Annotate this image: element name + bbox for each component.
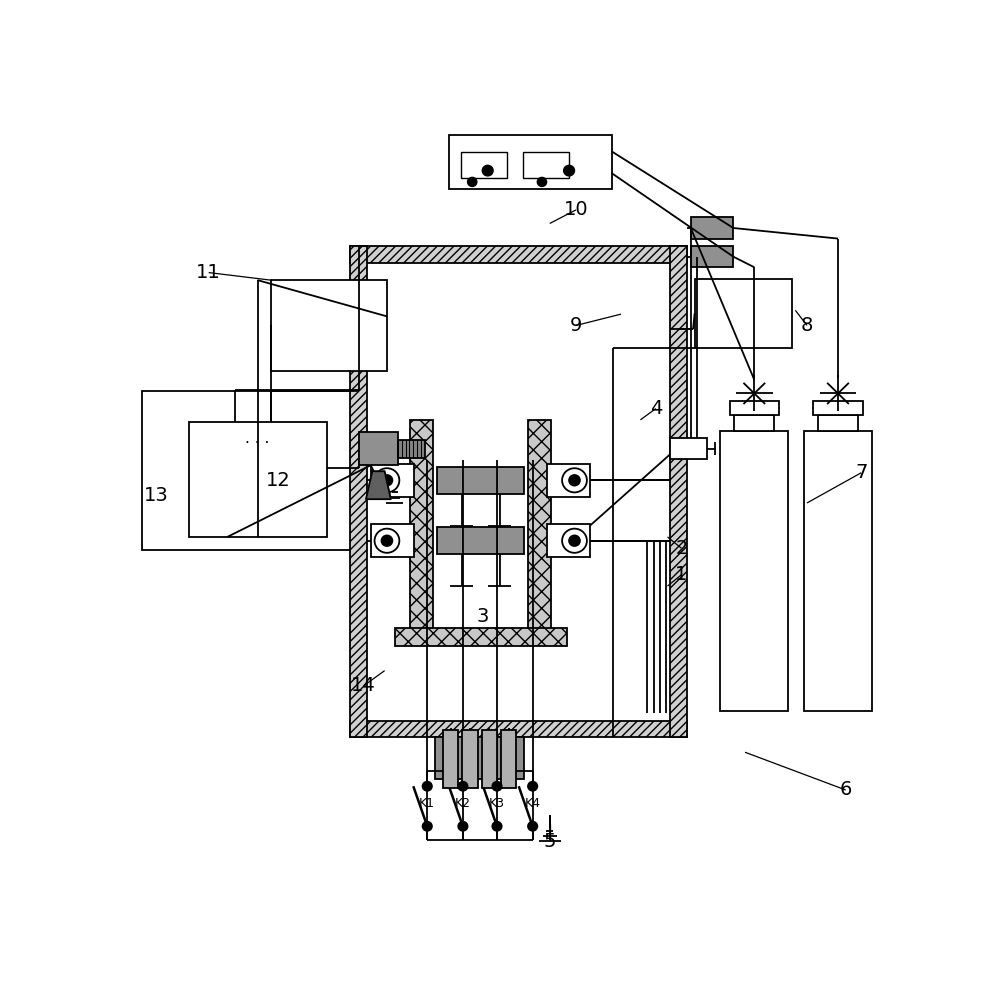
Circle shape — [569, 536, 580, 546]
Bar — [359, 432, 398, 465]
Text: 7: 7 — [855, 463, 867, 483]
Text: 1: 1 — [675, 565, 688, 585]
Circle shape — [492, 822, 502, 831]
Bar — [443, 730, 458, 788]
Bar — [547, 464, 590, 497]
Circle shape — [564, 166, 574, 176]
Bar — [720, 432, 788, 710]
Bar — [804, 432, 872, 710]
Text: K2: K2 — [455, 798, 471, 810]
Circle shape — [458, 782, 468, 791]
Text: K3: K3 — [489, 798, 505, 810]
Bar — [371, 464, 414, 497]
Bar — [462, 730, 478, 788]
Text: 8: 8 — [801, 316, 813, 335]
Text: 11: 11 — [196, 263, 221, 283]
Text: 10: 10 — [564, 200, 588, 220]
Text: 14: 14 — [351, 676, 376, 696]
Bar — [371, 524, 414, 557]
Bar — [410, 420, 433, 632]
Circle shape — [375, 529, 399, 553]
Bar — [691, 218, 733, 238]
Circle shape — [468, 178, 477, 186]
Text: 13: 13 — [144, 486, 168, 505]
Bar — [461, 152, 507, 179]
Circle shape — [482, 166, 493, 176]
Bar — [547, 524, 590, 557]
Bar — [528, 420, 551, 632]
Text: 9: 9 — [570, 316, 582, 335]
Bar — [142, 391, 359, 549]
Bar — [437, 467, 524, 493]
Bar — [437, 527, 524, 554]
Bar — [670, 246, 687, 737]
Circle shape — [528, 782, 537, 791]
Bar — [691, 246, 733, 267]
Bar — [501, 730, 516, 788]
Bar — [818, 415, 858, 432]
Circle shape — [537, 178, 547, 186]
Bar — [730, 401, 779, 415]
Circle shape — [562, 529, 587, 553]
Text: 3: 3 — [477, 607, 489, 626]
Circle shape — [458, 822, 468, 831]
Bar — [813, 401, 863, 415]
Circle shape — [423, 782, 432, 791]
Circle shape — [423, 822, 432, 831]
Bar — [271, 281, 387, 371]
Bar — [395, 628, 567, 646]
Circle shape — [528, 822, 537, 831]
Polygon shape — [366, 471, 391, 499]
Text: 5: 5 — [543, 832, 556, 851]
Circle shape — [569, 475, 580, 486]
Bar — [435, 737, 524, 779]
Bar — [350, 246, 687, 263]
Circle shape — [375, 468, 399, 492]
Bar — [482, 730, 497, 788]
Bar — [695, 279, 792, 348]
Bar — [350, 720, 687, 737]
Text: 2: 2 — [675, 539, 688, 558]
Circle shape — [382, 536, 392, 546]
Bar — [734, 415, 774, 432]
Bar — [398, 439, 425, 457]
Circle shape — [562, 468, 587, 492]
Text: K4: K4 — [525, 798, 541, 810]
Text: · · ·: · · · — [245, 436, 270, 451]
Circle shape — [382, 475, 392, 486]
Bar — [523, 152, 569, 179]
Text: K1: K1 — [419, 798, 435, 810]
Bar — [670, 438, 707, 459]
Text: 12: 12 — [266, 471, 291, 490]
Text: 4: 4 — [650, 399, 662, 418]
Bar — [449, 135, 612, 189]
Text: 6: 6 — [840, 781, 852, 800]
Circle shape — [492, 782, 502, 791]
Bar — [350, 246, 367, 737]
Bar — [189, 422, 326, 537]
